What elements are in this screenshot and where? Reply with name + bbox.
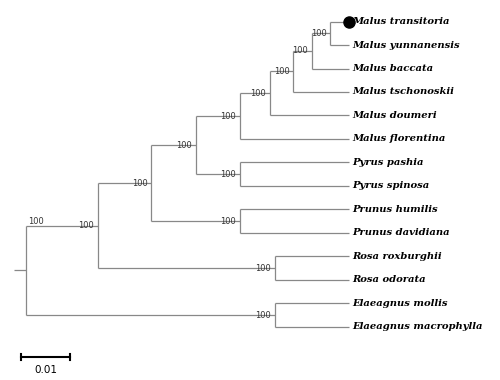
Text: 100: 100 xyxy=(220,169,236,179)
Text: Malus baccata: Malus baccata xyxy=(352,64,434,73)
Text: Prunus humilis: Prunus humilis xyxy=(352,205,438,214)
Text: 100: 100 xyxy=(78,221,94,230)
Text: 100: 100 xyxy=(176,141,192,150)
Text: Elaeagnus macrophylla: Elaeagnus macrophylla xyxy=(352,322,483,331)
Text: Rosa roxburghii: Rosa roxburghii xyxy=(352,252,442,261)
Text: 100: 100 xyxy=(220,112,236,121)
Text: Malus yunnanensis: Malus yunnanensis xyxy=(352,41,460,49)
Text: 100: 100 xyxy=(28,217,44,226)
Text: Malus tschonoskii: Malus tschonoskii xyxy=(352,87,454,97)
Text: 100: 100 xyxy=(274,67,289,76)
Text: 100: 100 xyxy=(255,310,271,320)
Text: Pyrus spinosa: Pyrus spinosa xyxy=(352,181,430,190)
Text: Malus doumeri: Malus doumeri xyxy=(352,111,437,120)
Text: Prunus davidiana: Prunus davidiana xyxy=(352,228,450,238)
Text: Malus florentina: Malus florentina xyxy=(352,135,446,143)
Text: 100: 100 xyxy=(220,217,236,226)
Text: 100: 100 xyxy=(255,264,271,272)
Text: Malus transitoria: Malus transitoria xyxy=(352,17,450,26)
Text: 100: 100 xyxy=(311,29,326,38)
Text: Elaeagnus mollis: Elaeagnus mollis xyxy=(352,299,448,308)
Text: 100: 100 xyxy=(292,46,308,55)
Text: 100: 100 xyxy=(132,179,148,188)
Text: Pyrus pashia: Pyrus pashia xyxy=(352,158,424,167)
Text: 0.01: 0.01 xyxy=(34,366,58,375)
Text: 100: 100 xyxy=(250,89,266,98)
Text: Rosa odorata: Rosa odorata xyxy=(352,275,426,284)
